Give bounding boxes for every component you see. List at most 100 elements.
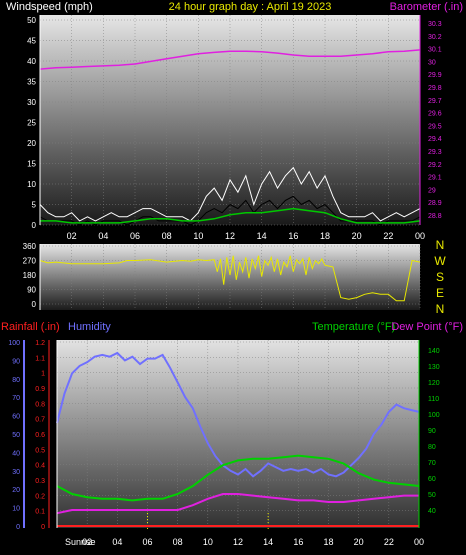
- rainfall-y-tick-label: 0.1: [35, 509, 45, 516]
- temp-x-tick-label: 02: [82, 537, 92, 547]
- compass-label-e: E: [436, 286, 444, 300]
- rainfall-y-tick-label: 0.6: [35, 432, 45, 439]
- windspeed-y-tick-label: 50: [27, 16, 36, 25]
- temperature-y-tick-label: 90: [428, 428, 436, 435]
- barometer-y-tick-label: 28.9: [428, 200, 442, 207]
- wind-gust-line: [39, 166, 421, 222]
- temp-x-tick-label: 06: [142, 537, 152, 547]
- wind-x-tick-label: 14: [257, 231, 267, 241]
- wind-x-tick-label: 06: [130, 231, 140, 241]
- direction-y-tick-label: 180: [23, 271, 37, 280]
- wind-x-tick-label: 12: [225, 231, 235, 241]
- compass-label-n-bottom: N: [436, 302, 445, 316]
- barometer-y-tick-label: 29.9: [428, 72, 442, 79]
- chart-title: 24 hour graph day : April 19 2023: [169, 1, 332, 13]
- sunrise-label: Sunrise: [65, 537, 96, 547]
- humidity-y-tick-label: 60: [12, 414, 20, 421]
- dewpoint-axis-title: Dew Point (°F): [391, 321, 463, 333]
- rainfall-y-tick-label: 0.8: [35, 401, 45, 408]
- temperature-line: [56, 454, 420, 502]
- direction-y-tick-label: 360: [23, 242, 37, 251]
- barometer-y-tick-label: 29.2: [428, 162, 442, 169]
- direction-panel-axes: 0 90 180 270 360: [23, 242, 41, 310]
- humidity-axis-title: Humidity: [68, 321, 111, 333]
- temperature-y-tick-label: 70: [428, 460, 436, 467]
- barometer-y-tick-label: 29.7: [428, 98, 442, 105]
- direction-panel-series: [39, 255, 421, 302]
- temperature-y-tick-label: 110: [428, 396, 439, 403]
- temperature-y-tick-label: 50: [428, 492, 436, 499]
- temperature-y-tick-label: 140: [428, 348, 440, 355]
- barometer-y-tick-label: 30.2: [428, 34, 442, 41]
- humidity-y-tick-label: 20: [12, 487, 20, 494]
- wind-x-tick-label: 04: [98, 231, 108, 241]
- rainfall-y-tick-label: 1.2: [35, 340, 45, 347]
- humidity-y-tick-label: 10: [12, 506, 20, 513]
- barometer-y-tick-label: 29.1: [428, 175, 442, 182]
- barometer-axis-title: Barometer (.in): [390, 1, 463, 13]
- humidity-y-tick-label: 30: [12, 469, 20, 476]
- humidity-y-tick-label: 70: [12, 395, 20, 402]
- temp-x-tick-label: 04: [112, 537, 122, 547]
- barometer-y-tick-label: 30.3: [428, 21, 442, 28]
- rainfall-y-tick-label: 0: [41, 524, 45, 531]
- windspeed-y-tick-label: 10: [27, 180, 36, 189]
- direction-y-tick-label: 0: [32, 300, 37, 309]
- dewpoint-line: [56, 493, 419, 515]
- wind-x-tick-label: 20: [352, 231, 362, 241]
- wind-x-tick-label: 02: [67, 231, 77, 241]
- humidity-y-tick-label: 80: [12, 377, 20, 384]
- wind-average-line: [40, 207, 421, 224]
- wind-x-tick-label: 10: [193, 231, 203, 241]
- wind-panel-axes: 0 5 10 15 20 25 30 35 40 45 50 28.8 28.9 29 29.1 29.2 29…: [27, 15, 442, 241]
- rainfall-y-tick-label: 1: [41, 371, 45, 378]
- temperature-y-tick-label: 80: [428, 444, 436, 451]
- temp-panel-axes: 010203040506070809010000.10.20.30.40.50.…: [8, 340, 440, 547]
- rainfall-y-tick-label: 0.9: [35, 386, 45, 393]
- windspeed-y-tick-label: 20: [27, 139, 36, 148]
- temperature-y-tick-label: 120: [428, 380, 440, 387]
- rainfall-y-tick-label: 0.3: [35, 478, 45, 485]
- temp-x-tick-label: 00: [414, 537, 424, 547]
- temperature-y-tick-label: 130: [428, 364, 440, 371]
- windspeed-y-tick-label: 5: [32, 201, 37, 210]
- barometer-y-tick-label: 30: [428, 59, 436, 66]
- wind-panel-grid: [40, 15, 421, 226]
- wind-x-tick-label: 18: [320, 231, 330, 241]
- wind-panel-series: [39, 49, 421, 226]
- barometer-y-tick-label: 29.4: [428, 136, 442, 143]
- rainfall-y-tick-label: 1.1: [35, 355, 45, 362]
- temp-x-tick-label: 12: [233, 537, 243, 547]
- rainfall-y-tick-label: 0.4: [35, 463, 45, 470]
- windspeed-y-tick-label: 15: [27, 160, 36, 169]
- barometer-y-tick-label: 29.6: [428, 111, 442, 118]
- temperature-y-tick-label: 60: [428, 476, 436, 483]
- barometer-y-tick-label: 29.3: [428, 149, 442, 156]
- compass-label-w: W: [434, 254, 446, 268]
- direction-y-tick-label: 270: [23, 257, 37, 266]
- temp-x-tick-label: 22: [384, 537, 394, 547]
- barometer-y-tick-label: 29.5: [428, 123, 442, 130]
- wind-x-tick-label: 22: [383, 231, 393, 241]
- temp-x-tick-label: 18: [323, 537, 333, 547]
- windspeed-y-tick-label: 35: [27, 78, 36, 87]
- rainfall-y-tick-label: 0.5: [35, 447, 45, 454]
- humidity-line: [56, 351, 420, 478]
- barometer-y-tick-label: 29.8: [428, 85, 442, 92]
- humidity-y-tick-label: 0: [16, 524, 20, 531]
- temperature-y-tick-label: 100: [428, 412, 440, 419]
- barometer-line: [39, 49, 421, 70]
- humidity-y-tick-label: 50: [12, 432, 20, 439]
- humidity-y-tick-label: 100: [8, 340, 20, 347]
- temp-x-tick-label: 08: [173, 537, 183, 547]
- direction-y-tick-label: 90: [27, 286, 36, 295]
- barometer-y-tick-label: 28.8: [428, 213, 442, 220]
- windspeed-y-tick-label: 45: [27, 37, 36, 46]
- temperature-axis-title: Temperature (°F): [312, 321, 395, 333]
- barometer-y-tick-label: 30.1: [428, 47, 442, 54]
- windspeed-line: [39, 195, 421, 226]
- wind-x-tick-label: 00: [415, 231, 425, 241]
- temp-x-tick-label: 10: [203, 537, 213, 547]
- windspeed-y-tick-label: 30: [27, 98, 36, 107]
